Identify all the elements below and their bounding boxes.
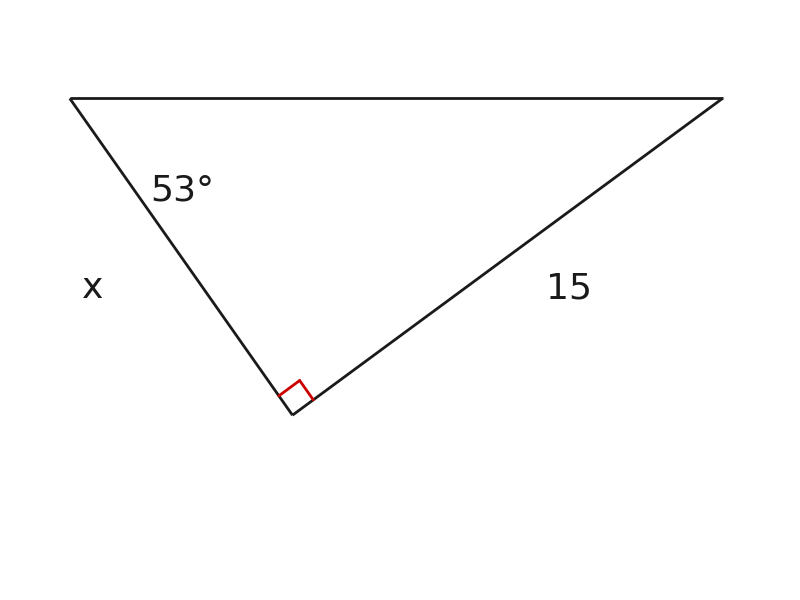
Text: 53°: 53° (150, 173, 214, 207)
Text: 15: 15 (546, 271, 592, 305)
Text: x: x (82, 271, 103, 305)
